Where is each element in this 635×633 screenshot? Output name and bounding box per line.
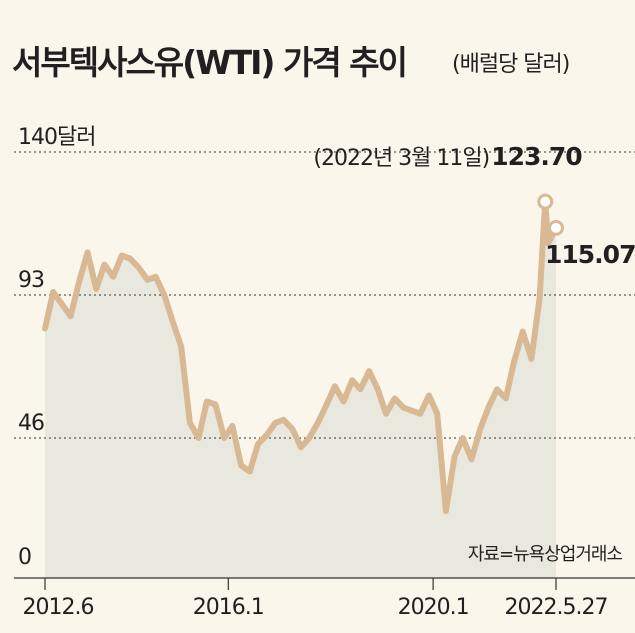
area-fill bbox=[45, 201, 556, 578]
annotation-marker bbox=[548, 219, 564, 236]
annotation-marker bbox=[537, 193, 554, 210]
x-tick-label: 2022.5.27 bbox=[505, 595, 608, 620]
x-tick-label: 2020.1 bbox=[398, 595, 469, 620]
annotation-value: 123.70 bbox=[491, 142, 582, 171]
chart-title: 서부텍사스유(WTI) 가격 추이 bbox=[12, 43, 408, 82]
x-tick-label: 2012.6 bbox=[23, 595, 94, 620]
y-tick-label: 93 bbox=[18, 268, 44, 293]
y-tick-label: 140달러 bbox=[18, 125, 95, 150]
y-tick-label: 0 bbox=[18, 545, 31, 570]
annotation-label: (2022년 3월 11일) bbox=[313, 146, 489, 171]
x-tick-label: 2016.1 bbox=[193, 595, 264, 620]
series-line bbox=[42, 198, 559, 515]
chart-subtitle: (배럴당 달러) bbox=[452, 52, 570, 77]
y-tick-label: 46 bbox=[18, 411, 44, 436]
source-note: 자료=뉴욕상업거래소 bbox=[468, 544, 623, 565]
annotation-value: 115.07 bbox=[545, 240, 635, 269]
